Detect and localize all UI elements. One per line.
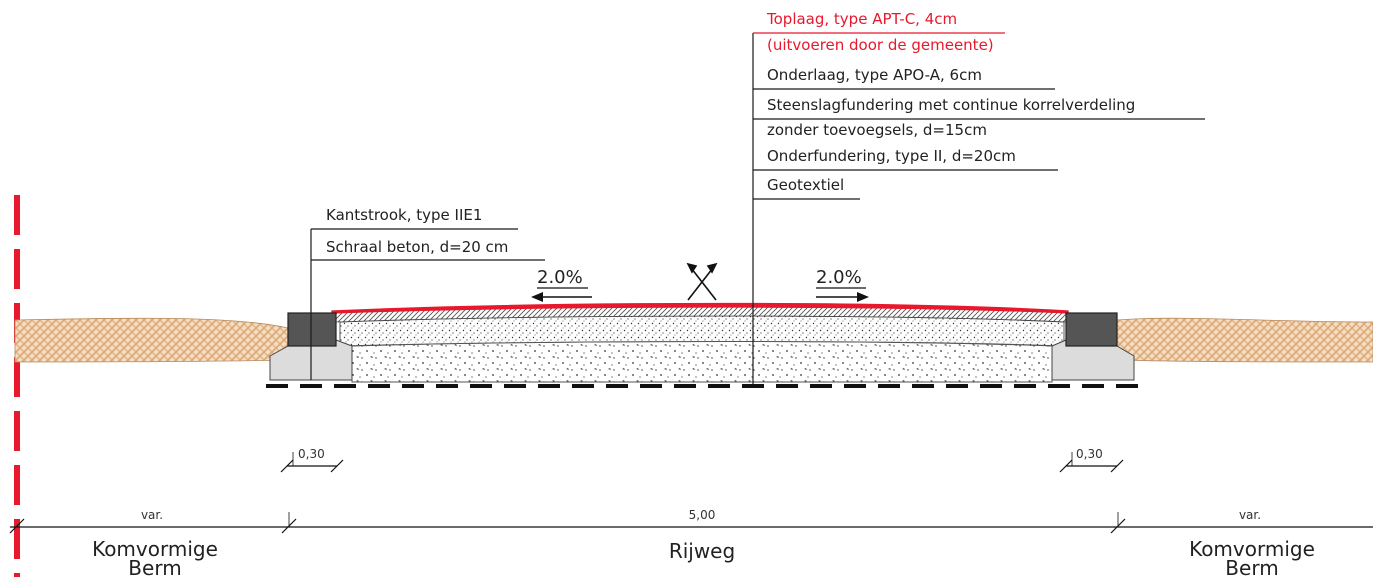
sub-foundation-layer <box>351 341 1053 383</box>
dim-left-030-label: 0,30 <box>298 447 325 461</box>
main-dimension-line <box>9 512 1373 534</box>
curb-leaders <box>310 228 545 380</box>
dim-left-030 <box>280 452 344 473</box>
dim-right-030 <box>1059 452 1124 473</box>
zone-left-line1: Komvormige <box>92 537 218 561</box>
slope-left-group: 2.0% <box>531 267 592 302</box>
crown-symbol <box>686 262 718 301</box>
zone-left-line2: Berm <box>128 556 181 577</box>
label-foundation-line1: Steenslagfundering met continue korrelve… <box>767 96 1135 114</box>
dim-roadway: 5,00 <box>689 508 716 522</box>
dim-left-berm: var. <box>141 508 163 522</box>
right-berm-soil <box>1116 317 1373 363</box>
layer-labels: Toplaag, type APT-C, 4cm (uitvoeren door… <box>766 10 1135 194</box>
dim-right-030-label: 0,30 <box>1076 447 1103 461</box>
zone-right-line2: Berm <box>1225 556 1278 577</box>
left-curb <box>287 312 337 347</box>
label-curb: Kantstrook, type IIE1 <box>326 206 482 224</box>
label-sub-foundation: Onderfundering, type II, d=20cm <box>767 147 1016 165</box>
zone-right-line1: Komvormige <box>1189 537 1315 561</box>
slope-left-label: 2.0% <box>537 267 583 288</box>
dim-right-berm: var. <box>1239 508 1261 522</box>
label-foundation-line2: zonder toevoegsels, d=15cm <box>767 121 987 139</box>
label-top-layer: Toplaag, type APT-C, 4cm <box>766 10 957 28</box>
label-binder-layer: Onderlaag, type APO-A, 6cm <box>767 66 982 84</box>
slope-right-label: 2.0% <box>816 267 862 288</box>
foundation-layer <box>339 315 1065 347</box>
slope-right-group: 2.0% <box>816 267 869 302</box>
right-curb <box>1065 312 1118 347</box>
label-lean-concrete: Schraal beton, d=20 cm <box>326 238 508 256</box>
layer-leaders <box>752 32 1205 384</box>
label-geotextile: Geotextiel <box>767 176 844 194</box>
zone-center: Rijweg <box>669 539 735 563</box>
label-top-layer-note: (uitvoeren door de gemeente) <box>767 36 994 54</box>
left-berm-soil <box>14 317 289 363</box>
